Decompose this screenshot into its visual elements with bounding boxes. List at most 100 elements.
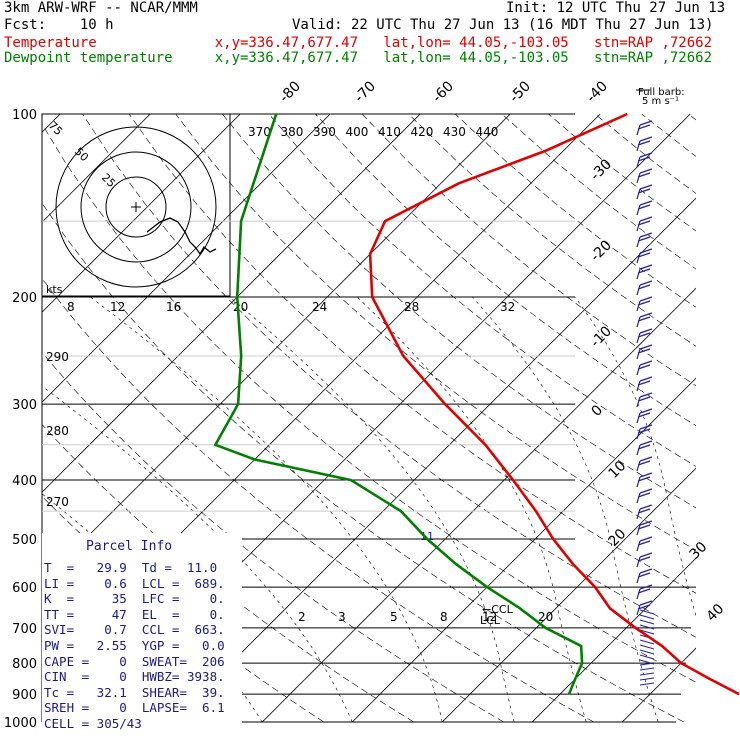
isotherm-label-right: 20 [606,526,630,550]
isotherm-line [261,287,696,722]
moist-adiabat-line [42,385,353,722]
isotherm-label-right: 10 [606,458,630,482]
pressure-label-700: 700 [12,622,37,637]
hodograph-speed-label: 12 [110,300,125,314]
wind-barb-icon [639,644,655,650]
isotherm-label-top: -40 [584,78,611,105]
dry-adiabat-line [594,114,696,194]
hodograph-ring-label: 75 [46,119,65,138]
wind-barb-icon [636,184,653,200]
dewpoint-profile-line [213,113,584,695]
wind-barb-icon [636,552,653,568]
parcel-info-line: CAPE = 0 SWEAT= 206 [44,653,225,669]
mixing-ratio-label: 12 [482,610,497,624]
wind-barb-icon [639,619,655,625]
isotherm-label-right: 40 [704,601,728,625]
wind-barb-icon [636,280,653,296]
wind-barb-icon [636,216,653,232]
theta-label-left: 290 [46,350,69,364]
wind-barb-icon [636,200,653,216]
wind-barb-icon [636,136,653,152]
moist-adiabat-line [356,296,587,722]
wind-barb-icon [636,584,653,600]
wind-barb-icon [639,649,655,655]
parcel-info-line: TT = 47 EL = 0. [44,606,225,622]
wind-barb-icon [636,312,653,328]
isotherm-label-right: -30 [588,156,615,183]
model-title: 3km ARW-WRF -- NCAR/MMM [4,0,198,16]
pressure-label-900: 900 [12,688,37,703]
pressure-label-500: 500 [12,533,37,548]
temperature-profile-line [368,112,740,696]
wind-barb-icon [636,424,653,440]
parcel-info-line: K = 35 LFC = 0. [44,591,225,607]
theta-label: 380 [281,125,304,139]
wind-barb-icon [636,472,653,488]
wind-barbs [636,120,655,686]
wind-barb-icon [636,456,653,472]
isotherm-label-right: -20 [588,237,615,264]
hodograph-trace [146,217,217,256]
hodograph-speed-label: 16 [166,300,181,314]
wind-barb-icon [636,296,653,312]
parcel-info-line: LI = 0.6 LCL = 689. [44,575,225,591]
hodograph-ring-label: 50 [72,145,91,164]
wind-barb-icon [636,440,653,456]
ccl-marker-label: ←CCL [482,603,514,616]
wind-barb-icon [639,667,655,671]
wind-barb-icon [639,654,655,660]
dewpoint-legend: Dewpoint temperature x,y=336.47,677.47 l… [4,50,713,66]
hodograph-speed-label: 24 [312,300,327,314]
wind-barb-icon [639,609,655,615]
wind-barb-icon [639,629,655,635]
mixing-ratio-label: 5 [390,610,398,624]
wind-barb-icon [636,392,653,408]
hodograph-ring-label: 25 [99,171,118,190]
wind-barb-icon [636,520,653,536]
temperature-legend: Temperature x,y=336.47,677.47 lat,lon= 4… [4,35,713,51]
wind-barb-icon [639,682,655,686]
isotherm-line [351,377,696,722]
dry-adiabat-line [315,114,696,427]
isotherm-label-top: -80 [277,78,304,105]
lcl-marker-label: LCL [480,614,501,627]
hodograph-ring [55,126,217,288]
hodograph-speed-label: 8 [67,300,75,314]
theta-label: 440 [476,125,499,139]
dry-adiabat-line [735,114,740,722]
wind-barb-icon [636,152,653,168]
wind-barb-icon [636,248,653,264]
hodograph-center-icon [131,202,141,212]
hodograph-speed-label: 20 [233,300,248,314]
parcel-info-line: SVI= 0.7 CCL = 663. [44,622,225,638]
dry-adiabat-line [687,114,696,121]
dry-adiabat-line [361,114,696,387]
wind-barb-icon [636,120,653,136]
pressure-label-400: 400 [12,474,37,489]
parcel-info-background [42,533,242,723]
isotherm-line [712,114,740,722]
wind-barb-icon [636,360,653,376]
pressure-label-600: 600 [12,581,37,596]
init-time: Init: 12 UTC Thu 27 Jun 13 [506,0,726,16]
parcel-info-title: Parcel Info [86,539,173,554]
hodograph-speed-label: 32 [500,300,515,314]
forecast-hour: Fcst: 10 h [4,17,114,33]
theta-label: 390 [313,125,336,139]
isotherm-line [171,197,696,722]
wind-barb-icon [636,264,653,280]
wind-barb-icon [639,662,655,666]
pressure-label-800: 800 [12,657,37,672]
dry-adiabat-line [42,278,594,722]
wind-barb-icon [639,614,655,620]
isotherm-label-top: -60 [430,78,457,105]
theta-label: 430 [443,125,466,139]
isotherm-label-right: -10 [588,323,615,350]
parcel-info-line: CIN = 0 HWBZ= 3938. [44,669,225,685]
parcel-info-line: SREH = 0 LAPSE= 6.1 [44,700,225,716]
parcel-info-line: CELL = 305/43 [44,715,142,731]
isotherm-label-right: 0 [589,402,607,420]
wind-barb-icon [636,344,653,360]
pressure-label-100: 100 [12,108,37,123]
wind-barb-icon [636,488,653,504]
